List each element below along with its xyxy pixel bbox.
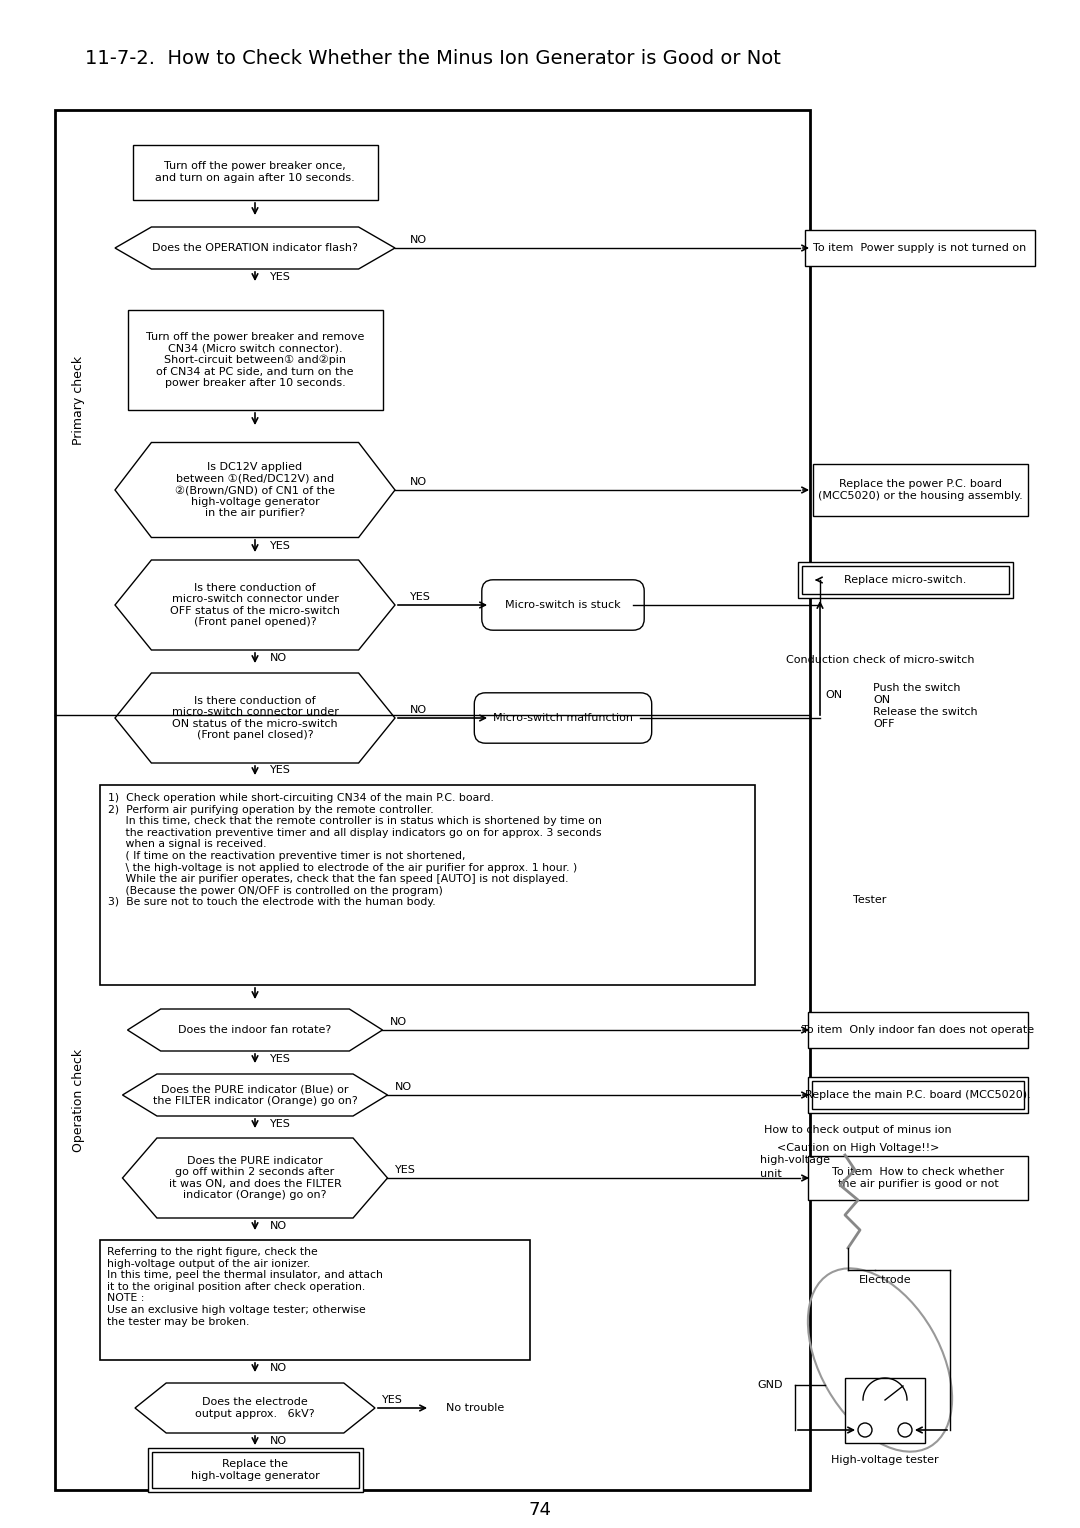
Text: NO: NO bbox=[410, 235, 427, 244]
Text: Does the PURE indicator (Blue) or
the FILTER indicator (Orange) go on?: Does the PURE indicator (Blue) or the FI… bbox=[152, 1085, 357, 1106]
Bar bbox=[808, 1012, 1028, 1048]
Text: NO: NO bbox=[270, 1221, 287, 1232]
Text: To item  Only indoor fan does not operate: To item Only indoor fan does not operate bbox=[802, 1025, 1034, 1034]
Text: Micro-switch malfunction: Micro-switch malfunction bbox=[492, 714, 633, 723]
Text: NO: NO bbox=[270, 652, 287, 663]
Text: YES: YES bbox=[395, 1164, 416, 1175]
Text: Is DC12V applied
between ①(Red/DC12V) and
②(Brown/GND) of CN1 of the
high-voltag: Is DC12V applied between ①(Red/DC12V) an… bbox=[175, 461, 335, 518]
Text: Replace the power P.C. board
(MCC5020) or the housing assembly.: Replace the power P.C. board (MCC5020) o… bbox=[818, 480, 1023, 501]
Bar bbox=[127, 310, 382, 410]
Text: NO: NO bbox=[410, 704, 427, 715]
Text: Turn off the power breaker once,
and turn on again after 10 seconds.: Turn off the power breaker once, and tur… bbox=[156, 160, 355, 183]
Bar bbox=[100, 1241, 530, 1360]
Polygon shape bbox=[114, 559, 395, 649]
Bar bbox=[100, 785, 755, 986]
Text: To item  How to check whether
the air purifier is good or not: To item How to check whether the air pur… bbox=[832, 1167, 1004, 1189]
Text: 11-7-2.  How to Check Whether the Minus Ion Generator is Good or Not: 11-7-2. How to Check Whether the Minus I… bbox=[85, 49, 781, 67]
Polygon shape bbox=[135, 1383, 375, 1433]
Text: high-voltage: high-voltage bbox=[760, 1155, 831, 1164]
Bar bbox=[812, 465, 1027, 516]
Bar bbox=[148, 1449, 363, 1491]
Text: YES: YES bbox=[270, 1054, 291, 1063]
Text: YES: YES bbox=[270, 541, 291, 552]
Text: Does the OPERATION indicator flash?: Does the OPERATION indicator flash? bbox=[152, 243, 357, 254]
Bar bbox=[845, 1378, 924, 1442]
Text: <Caution on High Voltage!!>: <Caution on High Voltage!!> bbox=[777, 1143, 940, 1154]
Text: Is there conduction of
micro-switch connector under
OFF status of the micro-swit: Is there conduction of micro-switch conn… bbox=[170, 582, 340, 628]
Bar bbox=[812, 1080, 1024, 1109]
Circle shape bbox=[858, 1423, 872, 1436]
Text: NO: NO bbox=[395, 1082, 413, 1093]
Text: Does the electrode
output approx.   6kV?: Does the electrode output approx. 6kV? bbox=[195, 1397, 314, 1420]
Text: Release the switch: Release the switch bbox=[873, 707, 977, 717]
Text: YES: YES bbox=[270, 1118, 291, 1129]
Text: GND: GND bbox=[757, 1380, 783, 1390]
Text: unit: unit bbox=[760, 1169, 782, 1180]
Text: Referring to the right figure, check the
high-voltage output of the air ionizer.: Referring to the right figure, check the… bbox=[107, 1247, 383, 1326]
Text: ON: ON bbox=[873, 695, 890, 704]
Polygon shape bbox=[114, 443, 395, 538]
Text: Primary check: Primary check bbox=[71, 356, 84, 445]
Polygon shape bbox=[122, 1074, 388, 1115]
FancyBboxPatch shape bbox=[482, 579, 644, 630]
Text: How to check output of minus ion: How to check output of minus ion bbox=[765, 1125, 951, 1135]
Text: NO: NO bbox=[270, 1363, 287, 1374]
Text: YES: YES bbox=[270, 766, 291, 775]
Text: High-voltage tester: High-voltage tester bbox=[832, 1455, 939, 1465]
Text: Replace the
high-voltage generator: Replace the high-voltage generator bbox=[191, 1459, 320, 1481]
Polygon shape bbox=[114, 672, 395, 762]
Bar bbox=[808, 1157, 1028, 1199]
Polygon shape bbox=[127, 1008, 382, 1051]
Text: To item  Power supply is not turned on: To item Power supply is not turned on bbox=[813, 243, 1027, 254]
Text: Micro-switch is stuck: Micro-switch is stuck bbox=[505, 601, 621, 610]
Text: Operation check: Operation check bbox=[71, 1048, 84, 1152]
Text: Does the PURE indicator
go off within 2 seconds after
it was ON, and does the FI: Does the PURE indicator go off within 2 … bbox=[168, 1155, 341, 1201]
Text: 1)  Check operation while short-circuiting CN34 of the main P.C. board.
2)  Perf: 1) Check operation while short-circuitin… bbox=[108, 793, 602, 908]
Text: Is there conduction of
micro-switch connector under
ON status of the micro-switc: Is there conduction of micro-switch conn… bbox=[172, 695, 338, 741]
Text: YES: YES bbox=[410, 591, 431, 602]
Text: No trouble: No trouble bbox=[446, 1403, 504, 1413]
Text: OFF: OFF bbox=[873, 720, 894, 729]
Text: Replace micro-switch.: Replace micro-switch. bbox=[843, 575, 967, 585]
Polygon shape bbox=[122, 1138, 388, 1218]
Text: Conduction check of micro-switch: Conduction check of micro-switch bbox=[786, 656, 974, 665]
Text: Tester: Tester bbox=[853, 895, 887, 905]
Text: Replace the main P.C. board (MCC5020).: Replace the main P.C. board (MCC5020). bbox=[805, 1089, 1031, 1100]
Bar bbox=[55, 110, 810, 1490]
Bar bbox=[797, 562, 1013, 597]
Text: YES: YES bbox=[382, 1395, 403, 1406]
Bar bbox=[805, 231, 1035, 266]
FancyBboxPatch shape bbox=[474, 692, 651, 743]
Text: Push the switch: Push the switch bbox=[873, 683, 960, 694]
Text: YES: YES bbox=[270, 272, 291, 283]
Text: Does the indoor fan rotate?: Does the indoor fan rotate? bbox=[178, 1025, 332, 1034]
Text: NO: NO bbox=[270, 1436, 287, 1445]
Text: ON: ON bbox=[825, 691, 842, 700]
Text: 74: 74 bbox=[528, 1500, 552, 1519]
Text: NO: NO bbox=[390, 1018, 407, 1027]
Text: NO: NO bbox=[410, 477, 427, 487]
Bar bbox=[133, 145, 378, 200]
Bar bbox=[808, 1077, 1028, 1112]
Circle shape bbox=[897, 1423, 912, 1436]
Bar bbox=[151, 1452, 359, 1488]
Polygon shape bbox=[114, 228, 395, 269]
Text: Electrode: Electrode bbox=[859, 1274, 912, 1285]
Bar bbox=[801, 565, 1009, 594]
Text: Turn off the power breaker and remove
CN34 (Micro switch connector).
Short-circu: Turn off the power breaker and remove CN… bbox=[146, 332, 364, 388]
